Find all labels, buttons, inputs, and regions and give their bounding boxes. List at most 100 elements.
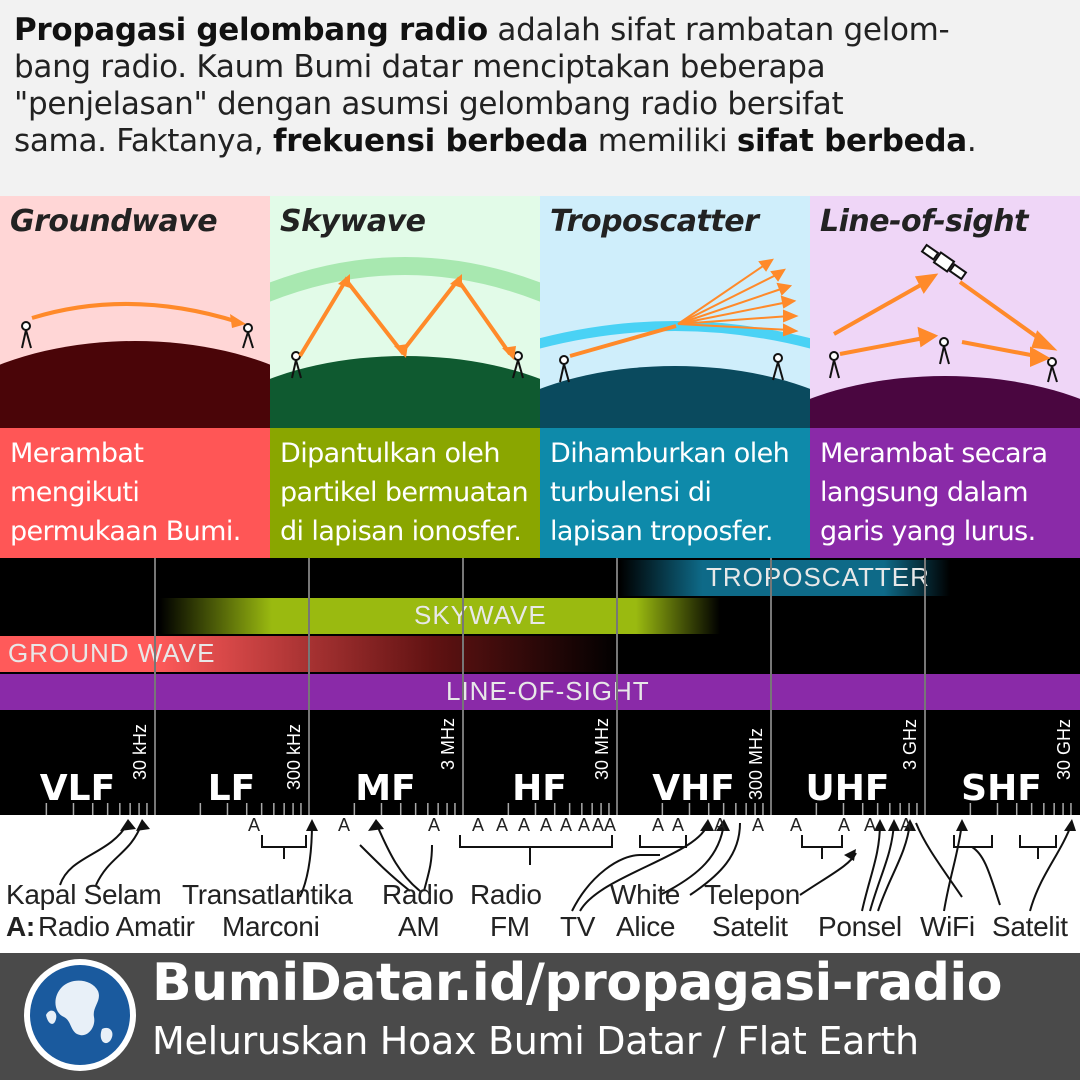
- wave-arrows: [833, 273, 1058, 368]
- log-ticks: [45, 803, 1072, 815]
- wave-arrow: [569, 324, 677, 358]
- amateur-marker: A: [864, 815, 877, 835]
- desc-line: Dipantulkan oleh: [280, 438, 500, 469]
- satellite-icon: [920, 243, 968, 281]
- propagation-band-chart: TROPOSCATTER SKYWAVE GROUND WAVE LINE-OF…: [0, 558, 1080, 815]
- amateur-marker: A: [518, 815, 531, 835]
- wave-arrow: [31, 301, 239, 324]
- desc-troposcatter: Dihamburkan oleh turbulensi di lapisan t…: [540, 428, 810, 558]
- intro-line-4e: .: [966, 123, 977, 159]
- panel-title: Troposcatter: [550, 204, 759, 239]
- amateur-marker: A: [560, 815, 573, 835]
- antenna-icon: [512, 351, 524, 379]
- band-divider: [770, 558, 772, 815]
- antenna-icon: [1047, 357, 1058, 383]
- amateur-marker: A: [338, 815, 351, 835]
- arrow-head: [338, 274, 350, 288]
- skywave-band-label: SKYWAVE: [414, 600, 547, 630]
- boundary-label: 3 GHz: [900, 718, 920, 770]
- groundwave-illustration: [0, 301, 270, 428]
- intro-line-4m: memiliki: [588, 123, 737, 159]
- footer: BumiDatar.id/propagasi-radio Meluruskan …: [0, 953, 1080, 1080]
- intro-block: Propagasi gelombang radio adalah sifat r…: [0, 0, 1080, 196]
- label-tv: TV: [560, 911, 596, 942]
- footer-tagline: Meluruskan Hoax Bumi Datar / Flat Earth: [152, 1019, 919, 1063]
- label-transatlantika: Transatlantika: [182, 879, 353, 910]
- antenna-icon: [829, 351, 840, 379]
- label-radio-am-line1: Radio: [382, 879, 454, 910]
- intro-emph-2: sifat berbeda: [736, 123, 967, 159]
- amateur-marker: A: [714, 815, 727, 835]
- band-vlf: VLF: [39, 768, 116, 809]
- desc-line: partikel bermuatan: [280, 477, 529, 508]
- boundary-label: 30 kHz: [130, 723, 150, 780]
- amateur-marker: A: [592, 815, 605, 835]
- label-telepon-satelit-line2: Satelit: [712, 911, 788, 942]
- troposcatter-band-label: TROPOSCATTER: [706, 562, 930, 592]
- band-divider: [462, 558, 464, 815]
- ionosphere-layer: [270, 257, 540, 302]
- intro-line-4a: sama. Faktanya,: [14, 123, 274, 159]
- intro-text: Propagasi gelombang radio adalah sifat r…: [0, 0, 1080, 160]
- label-radio-fm-line1: Radio: [470, 879, 542, 910]
- intro-line-1: adalah sifat rambatan gelom-: [487, 12, 950, 48]
- label-ponsel: Ponsel: [818, 911, 902, 942]
- label-radio-fm-line2: FM: [490, 911, 530, 942]
- desc-line-of-sight: Merambat secara langsung dalam garis yan…: [810, 428, 1080, 558]
- band-divider: [924, 558, 926, 815]
- amateur-marker: A: [652, 815, 665, 835]
- amateur-marker: A: [900, 815, 913, 835]
- desc-line: Dihamburkan oleh: [550, 438, 790, 469]
- intro-line-2: bang radio. Kaum Bumi datar menciptakan …: [14, 49, 826, 85]
- line-of-sight-illustration: [810, 243, 1080, 428]
- earth-shape: [810, 376, 1080, 428]
- boundary-label: 3 MHz: [438, 717, 458, 770]
- antenna-icon: [21, 321, 32, 349]
- label-white-alice-line2: Alice: [616, 911, 676, 942]
- arrow-head: [394, 344, 408, 358]
- band-divider: [308, 558, 310, 815]
- label-marconi: Marconi: [222, 911, 320, 942]
- scatter-arrows: [677, 258, 799, 337]
- boundary-label: 30 MHz: [592, 717, 612, 780]
- applications-area: A A A A A A A A A A A A A A A A A A A Ka…: [0, 815, 1080, 953]
- boundary-label: 300 MHz: [746, 727, 766, 800]
- panel-line-of-sight: Line-of-sight: [810, 196, 1080, 428]
- skywave-band: [160, 598, 720, 634]
- desc-line: Merambat: [10, 438, 144, 469]
- arrow-head: [450, 274, 462, 288]
- desc-line: turbulensi di: [550, 477, 712, 508]
- band-vhf: VHF: [652, 768, 735, 809]
- earth-shape: [0, 341, 270, 428]
- arrow-head: [230, 314, 246, 328]
- panel-title: Groundwave: [10, 204, 218, 239]
- footer-url[interactable]: BumiDatar.id/propagasi-radio: [152, 953, 1002, 1013]
- panel-title: Line-of-sight: [820, 204, 1028, 239]
- panel-skywave: Skywave: [270, 196, 540, 428]
- desc-line: mengikuti: [10, 477, 140, 508]
- band-divider: [616, 558, 618, 815]
- intro-emph-1: frekuensi berbeda: [273, 123, 589, 159]
- label-satelit: Satelit: [992, 911, 1068, 942]
- amateur-marker: A: [752, 815, 765, 835]
- panel-troposcatter: Troposcatter: [540, 196, 810, 428]
- arrow-head: [502, 346, 516, 360]
- amateur-marker: A: [540, 815, 553, 835]
- globe-logo-icon: [24, 959, 136, 1071]
- antenna-icon: [559, 355, 570, 383]
- troposcatter-band: [620, 560, 950, 596]
- antenna-icon: [242, 323, 254, 349]
- amateur-marker: A: [428, 815, 441, 835]
- amateur-marker: A: [838, 815, 851, 835]
- desc-line: langsung dalam: [820, 477, 1029, 508]
- amateur-marker: A: [496, 815, 509, 835]
- band-uhf: UHF: [805, 768, 890, 809]
- antenna-icon: [939, 337, 950, 365]
- desc-line: lapisan troposfer.: [550, 516, 773, 547]
- label-radio-am-line2: AM: [398, 911, 440, 942]
- desc-line: di lapisan ionosfer.: [280, 516, 522, 547]
- groundwave-band-label: GROUND WAVE: [8, 638, 216, 668]
- label-wifi: WiFi: [920, 911, 975, 942]
- desc-groundwave: Merambat mengikuti permukaan Bumi.: [0, 428, 270, 558]
- boundary-label: 300 kHz: [284, 723, 304, 790]
